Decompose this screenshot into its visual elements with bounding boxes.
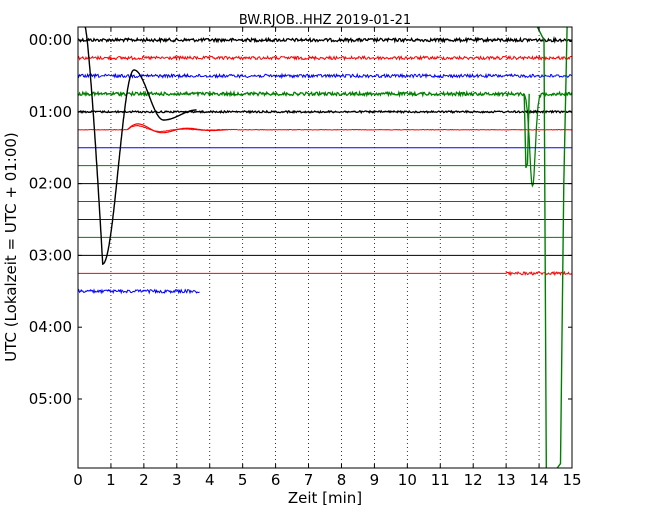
y-tick-label: 01:00 — [29, 103, 72, 121]
x-tick-label: 1 — [106, 471, 116, 489]
x-tick-label: 12 — [464, 471, 483, 489]
trace-line — [77, 288, 200, 295]
y-axis-ticks: 00:00 01:00 02:00 03:00 04:00 05:00 — [29, 31, 572, 408]
trace-green-spike — [536, 26, 547, 469]
x-tick-label: 11 — [431, 471, 450, 489]
trace-green-spike — [556, 26, 568, 469]
y-tick-label: 03:00 — [29, 246, 72, 264]
trace-line — [77, 124, 572, 133]
trace-event-wave — [84, 26, 197, 265]
y-tick-label: 05:00 — [29, 390, 72, 408]
x-tick-label: 0 — [73, 471, 83, 489]
x-tick-label: 14 — [530, 471, 549, 489]
x-tick-label: 2 — [139, 471, 149, 489]
x-tick-label: 8 — [337, 471, 347, 489]
trace-line — [77, 72, 572, 80]
x-tick-label: 15 — [562, 471, 581, 489]
chart-title: BW.RJOB..HHZ 2019-01-21 — [239, 13, 411, 28]
trace-line — [77, 54, 572, 62]
trace-coda-wave — [126, 123, 227, 134]
trace-line — [77, 109, 573, 115]
trace-line — [78, 270, 572, 277]
x-tick-label: 13 — [497, 471, 516, 489]
trace-green-spike — [523, 93, 530, 169]
x-tick-label: 9 — [370, 471, 380, 489]
x-tick-label: 5 — [238, 471, 248, 489]
x-tick-label: 7 — [304, 471, 314, 489]
y-axis-label: UTC (Lokalzeit = UTC + 01:00) — [2, 132, 20, 362]
x-tick-label: 3 — [172, 471, 182, 489]
grid — [110, 27, 540, 468]
traces — [77, 26, 573, 469]
x-tick-label: 6 — [271, 471, 281, 489]
x-tick-label: 4 — [205, 471, 215, 489]
y-tick-label: 04:00 — [29, 318, 72, 336]
x-axis-label: Zeit [min] — [288, 489, 362, 507]
x-axis-ticks: 0 1 2 3 4 5 6 7 8 9 10 11 12 13 14 15 — [73, 27, 582, 489]
y-tick-label: 02:00 — [29, 175, 72, 193]
y-tick-label: 00:00 — [29, 31, 72, 49]
trace-line — [77, 89, 573, 188]
plot-frame — [77, 26, 573, 469]
x-tick-label: 10 — [398, 471, 417, 489]
trace-line — [77, 35, 572, 44]
